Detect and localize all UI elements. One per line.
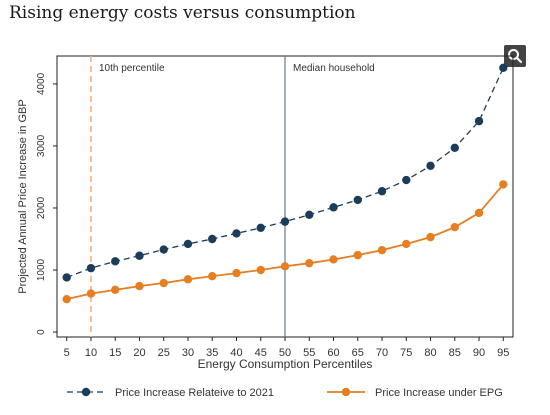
x-tick-label: 15 <box>109 347 121 359</box>
data-point <box>135 281 144 291</box>
x-axis-title: Energy Consumption Percentiles <box>198 357 373 371</box>
legend-label: Price Increase under EPG <box>375 387 503 399</box>
data-point <box>329 203 338 212</box>
data-point <box>208 272 217 281</box>
data-point <box>329 255 338 264</box>
data-point <box>280 217 290 226</box>
legend: Price Increase Relateive to 2021 Price In… <box>67 387 503 399</box>
y-axis-title: Projected Annual Price Increase in GBP <box>17 99 29 293</box>
reference-line-label: 10th percentile <box>99 63 165 74</box>
x-tick-label: 20 <box>133 347 145 359</box>
data-point <box>353 250 362 260</box>
data-point <box>159 278 168 288</box>
data-point <box>62 273 71 282</box>
y-tick-label: 0 <box>36 329 47 335</box>
data-point <box>402 239 411 249</box>
x-tick-label: 90 <box>473 347 485 359</box>
x-tick-label: 60 <box>327 347 339 359</box>
data-point <box>232 268 241 278</box>
x-tick-label: 40 <box>230 347 242 359</box>
reference-lines: 10th percentile Median household <box>90 56 375 337</box>
x-tick-label: 35 <box>206 347 218 359</box>
y-tick-label: 4000 <box>36 72 47 95</box>
data-point <box>183 239 193 249</box>
data-point <box>499 180 508 189</box>
data-point <box>256 223 265 233</box>
x-tick-label: 95 <box>497 347 509 359</box>
x-tick-label: 50 <box>279 347 291 359</box>
series-layer <box>62 63 508 304</box>
data-point <box>135 251 144 260</box>
x-tick-label: 5 <box>64 347 70 359</box>
data-point <box>377 245 387 255</box>
x-tick-label: 80 <box>424 347 436 359</box>
axes: 5 10 15 20 25 30 35 40 45 50 55 60 65 70 75 80 85 90 95 0 10… <box>36 72 509 359</box>
data-point <box>305 258 314 268</box>
x-tick-label: 65 <box>352 347 364 359</box>
data-point <box>86 263 96 273</box>
page-title: Rising energy costs versus consumption <box>9 3 356 23</box>
x-tick-label: 45 <box>255 347 267 359</box>
data-point <box>474 116 484 126</box>
data-point <box>62 294 71 304</box>
x-tick-label: 70 <box>376 347 388 359</box>
y-tick-label: 2000 <box>36 196 47 219</box>
legend-marker <box>341 387 351 397</box>
data-point <box>426 161 435 170</box>
data-point <box>402 175 411 185</box>
legend-marker <box>81 387 91 397</box>
x-tick-label: 10 <box>85 347 97 359</box>
data-point <box>86 289 96 298</box>
x-tick-label: 30 <box>182 347 194 359</box>
data-point <box>377 187 387 196</box>
data-point <box>499 63 508 72</box>
data-point <box>232 229 241 238</box>
data-point <box>256 265 265 275</box>
y-tick-label: 1000 <box>36 258 47 281</box>
reference-line-label: Median household <box>293 63 375 74</box>
data-point <box>280 262 290 271</box>
x-tick-label: 75 <box>400 347 412 359</box>
data-point <box>159 245 168 254</box>
data-point <box>305 210 314 219</box>
data-point <box>208 234 217 244</box>
x-tick-label: 55 <box>303 347 315 359</box>
data-point <box>474 208 484 218</box>
y-tick-label: 3000 <box>36 134 47 157</box>
x-tick-label: 85 <box>449 347 461 359</box>
data-point <box>353 195 362 205</box>
data-point <box>183 275 193 284</box>
data-point <box>450 223 459 232</box>
data-point <box>111 285 120 295</box>
x-tick-label: 25 <box>158 347 170 359</box>
data-point <box>450 143 459 153</box>
data-point <box>426 232 435 242</box>
legend-label: Price Increase Relateive to 2021 <box>115 387 274 399</box>
data-point <box>111 257 120 266</box>
